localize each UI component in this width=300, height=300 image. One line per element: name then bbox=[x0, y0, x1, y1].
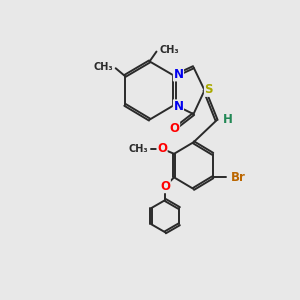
Text: CH₃: CH₃ bbox=[93, 62, 113, 72]
Text: H: H bbox=[223, 113, 233, 126]
Text: O: O bbox=[160, 180, 170, 193]
Text: CH₃: CH₃ bbox=[160, 45, 179, 56]
Text: O: O bbox=[157, 142, 167, 155]
Text: O: O bbox=[169, 122, 179, 135]
Text: CH₃: CH₃ bbox=[128, 144, 148, 154]
Text: S: S bbox=[205, 83, 213, 96]
Text: N: N bbox=[173, 68, 184, 81]
Text: Br: Br bbox=[231, 171, 245, 184]
Text: N: N bbox=[173, 100, 184, 113]
